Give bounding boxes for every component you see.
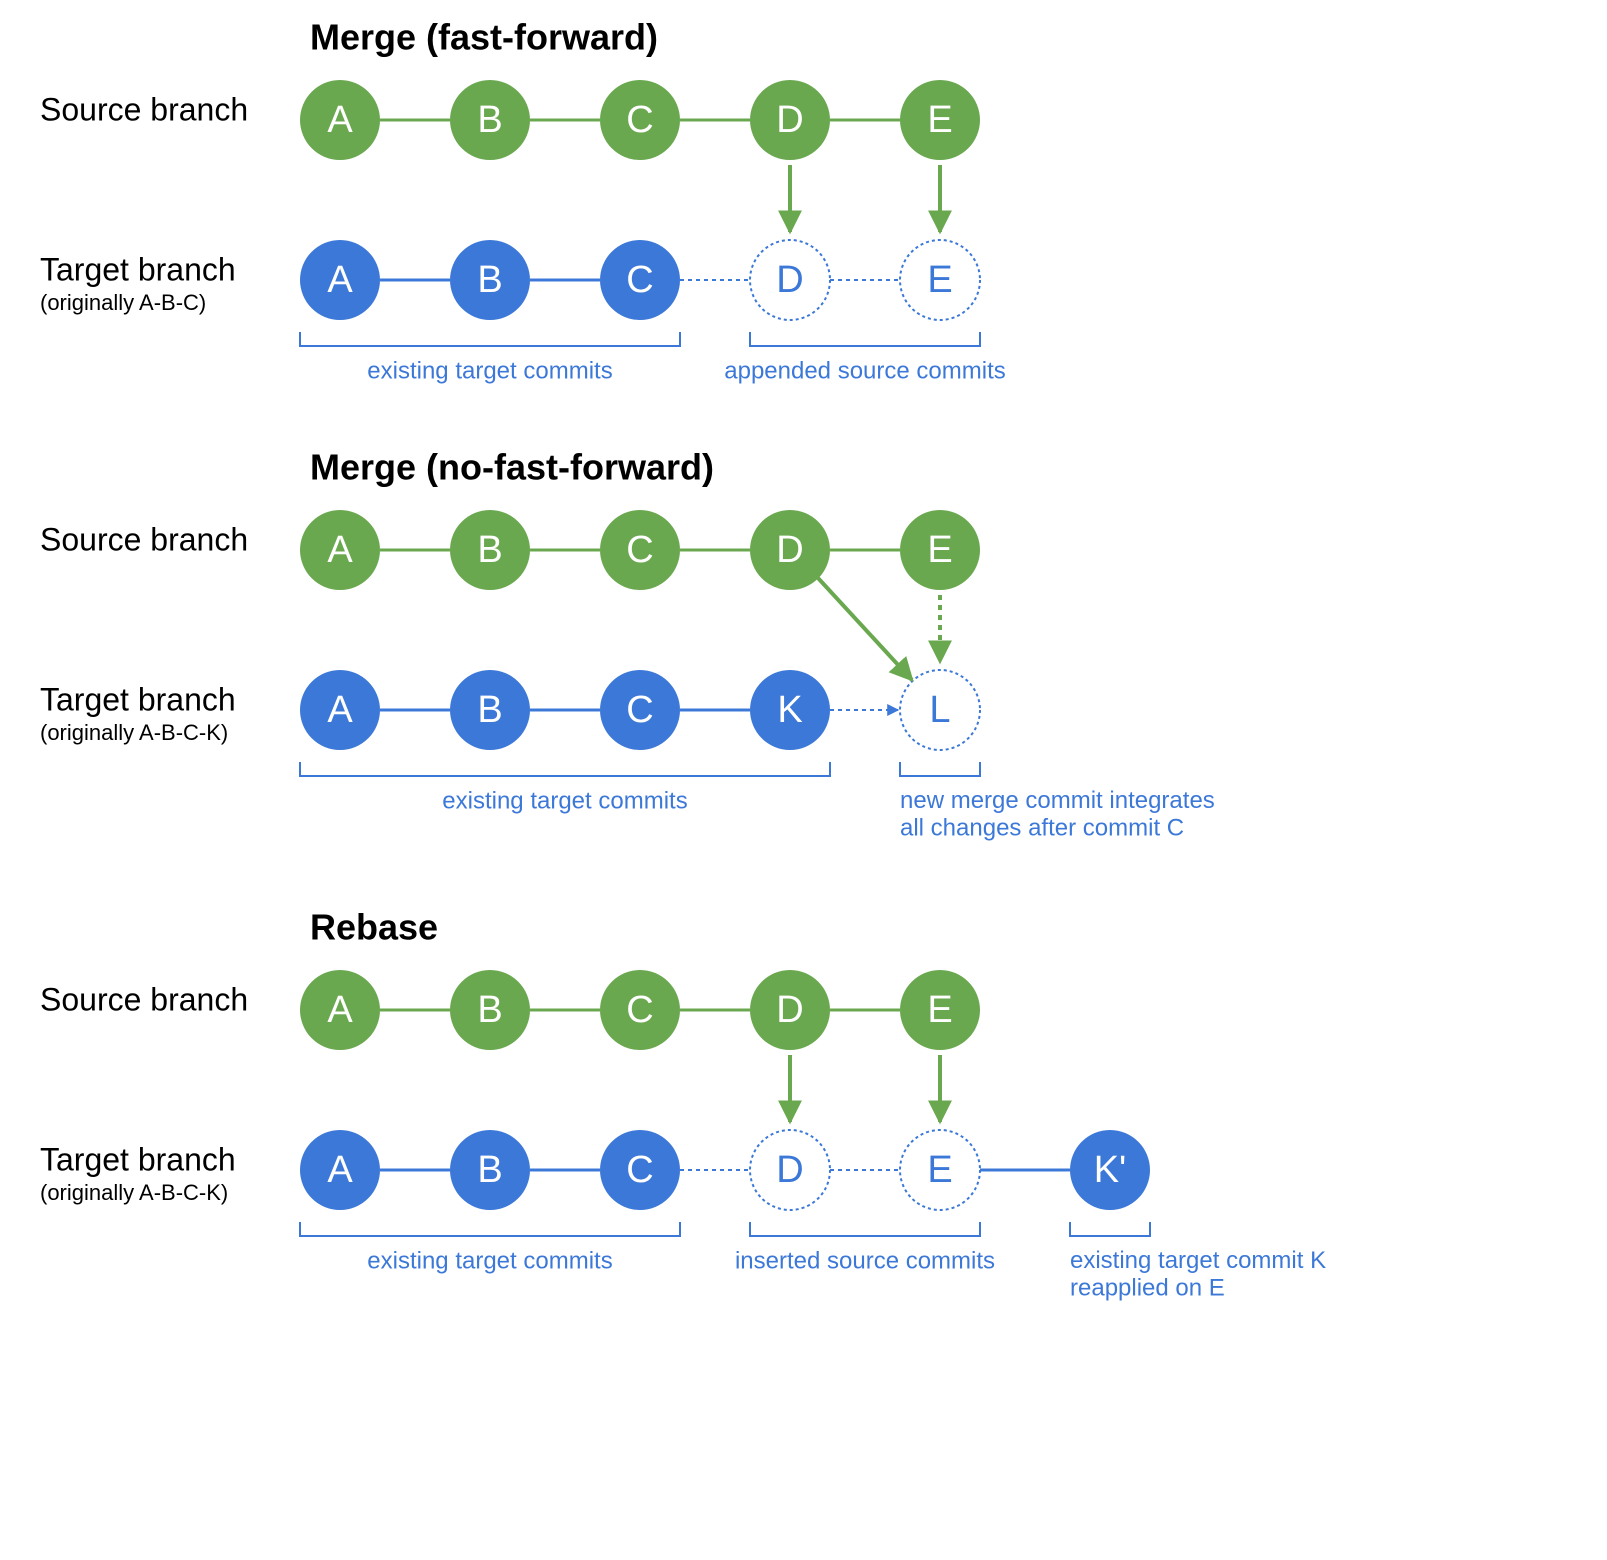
target-commit-node: C <box>600 1130 680 1210</box>
svg-text:C: C <box>626 689 653 731</box>
target-commit-node: L <box>900 670 980 750</box>
svg-text:K': K' <box>1094 1149 1127 1191</box>
svg-text:D: D <box>776 529 803 571</box>
svg-text:L: L <box>929 689 950 731</box>
brace-label: existing target commits <box>442 787 687 814</box>
svg-text:D: D <box>776 1149 803 1191</box>
svg-text:K: K <box>777 689 802 731</box>
brace <box>1070 1222 1150 1236</box>
section-title: Merge (no-fast-forward) <box>310 447 714 488</box>
svg-text:B: B <box>477 529 502 571</box>
source-commit-node: A <box>300 80 380 160</box>
target-commit-node: K <box>750 670 830 750</box>
section-title: Merge (fast-forward) <box>310 17 658 58</box>
target-commit-node: C <box>600 670 680 750</box>
svg-text:A: A <box>327 989 353 1031</box>
brace <box>300 332 680 346</box>
svg-text:A: A <box>327 259 353 301</box>
svg-text:B: B <box>477 99 502 141</box>
svg-text:C: C <box>626 989 653 1031</box>
svg-text:E: E <box>927 1149 952 1191</box>
target-commit-node: D <box>750 240 830 320</box>
target-commit-node: B <box>450 1130 530 1210</box>
source-commit-node: B <box>450 970 530 1050</box>
target-commit-node: E <box>900 1130 980 1210</box>
target-commit-node: E <box>900 240 980 320</box>
svg-text:B: B <box>477 689 502 731</box>
target-commit-node: B <box>450 670 530 750</box>
svg-text:A: A <box>327 99 353 141</box>
svg-text:A: A <box>327 689 353 731</box>
svg-text:D: D <box>776 989 803 1031</box>
source-commit-node: B <box>450 510 530 590</box>
brace <box>300 762 830 776</box>
svg-text:B: B <box>477 259 502 301</box>
target-commit-node: C <box>600 240 680 320</box>
svg-text:A: A <box>327 1149 353 1191</box>
brace <box>900 762 980 776</box>
target-branch-sublabel: (originally A-B-C-K) <box>40 720 228 745</box>
git-merge-rebase-diagram: Merge (fast-forward) Source branch Target … <box>0 0 1607 1560</box>
brace-label: existing target commits <box>367 357 612 384</box>
source-branch-label: Source branch <box>40 981 248 1017</box>
svg-text:C: C <box>626 529 653 571</box>
section-title: Rebase <box>310 907 438 948</box>
source-commit-node: C <box>600 970 680 1050</box>
target-commit-node: A <box>300 1130 380 1210</box>
brace <box>300 1222 680 1236</box>
target-commit-node: A <box>300 240 380 320</box>
target-commit-node: D <box>750 1130 830 1210</box>
source-branch-label: Source branch <box>40 521 248 557</box>
brace-label: existing target commit Kreapplied on E <box>1070 1247 1326 1302</box>
merge-arrow <box>818 578 912 680</box>
brace-label: existing target commits <box>367 1247 612 1274</box>
svg-text:B: B <box>477 989 502 1031</box>
brace <box>750 1222 980 1236</box>
target-branch-sublabel: (originally A-B-C) <box>40 290 206 315</box>
target-branch-label: Target branch <box>40 251 236 287</box>
source-commit-node: D <box>750 80 830 160</box>
target-branch-sublabel: (originally A-B-C-K) <box>40 1180 228 1205</box>
source-commit-node: A <box>300 970 380 1050</box>
svg-text:E: E <box>927 259 952 301</box>
svg-text:C: C <box>626 1149 653 1191</box>
svg-text:C: C <box>626 259 653 301</box>
brace-label: appended source commits <box>724 357 1005 384</box>
svg-text:D: D <box>776 99 803 141</box>
target-commit-node: B <box>450 240 530 320</box>
source-commit-node: D <box>750 970 830 1050</box>
svg-text:D: D <box>776 259 803 301</box>
svg-text:E: E <box>927 529 952 571</box>
source-commit-node: E <box>900 510 980 590</box>
svg-text:E: E <box>927 989 952 1031</box>
target-commit-node: K' <box>1070 1130 1150 1210</box>
source-commit-node: A <box>300 510 380 590</box>
target-branch-label: Target branch <box>40 1141 236 1177</box>
source-commit-node: C <box>600 80 680 160</box>
brace-label: new merge commit integratesall changes a… <box>900 787 1215 842</box>
svg-text:C: C <box>626 99 653 141</box>
svg-text:E: E <box>927 99 952 141</box>
brace <box>750 332 980 346</box>
target-branch-label: Target branch <box>40 681 236 717</box>
svg-text:A: A <box>327 529 353 571</box>
brace-label: inserted source commits <box>735 1247 995 1274</box>
source-branch-label: Source branch <box>40 91 248 127</box>
target-commit-node: A <box>300 670 380 750</box>
source-commit-node: E <box>900 80 980 160</box>
svg-text:B: B <box>477 1149 502 1191</box>
source-commit-node: B <box>450 80 530 160</box>
source-commit-node: E <box>900 970 980 1050</box>
source-commit-node: C <box>600 510 680 590</box>
